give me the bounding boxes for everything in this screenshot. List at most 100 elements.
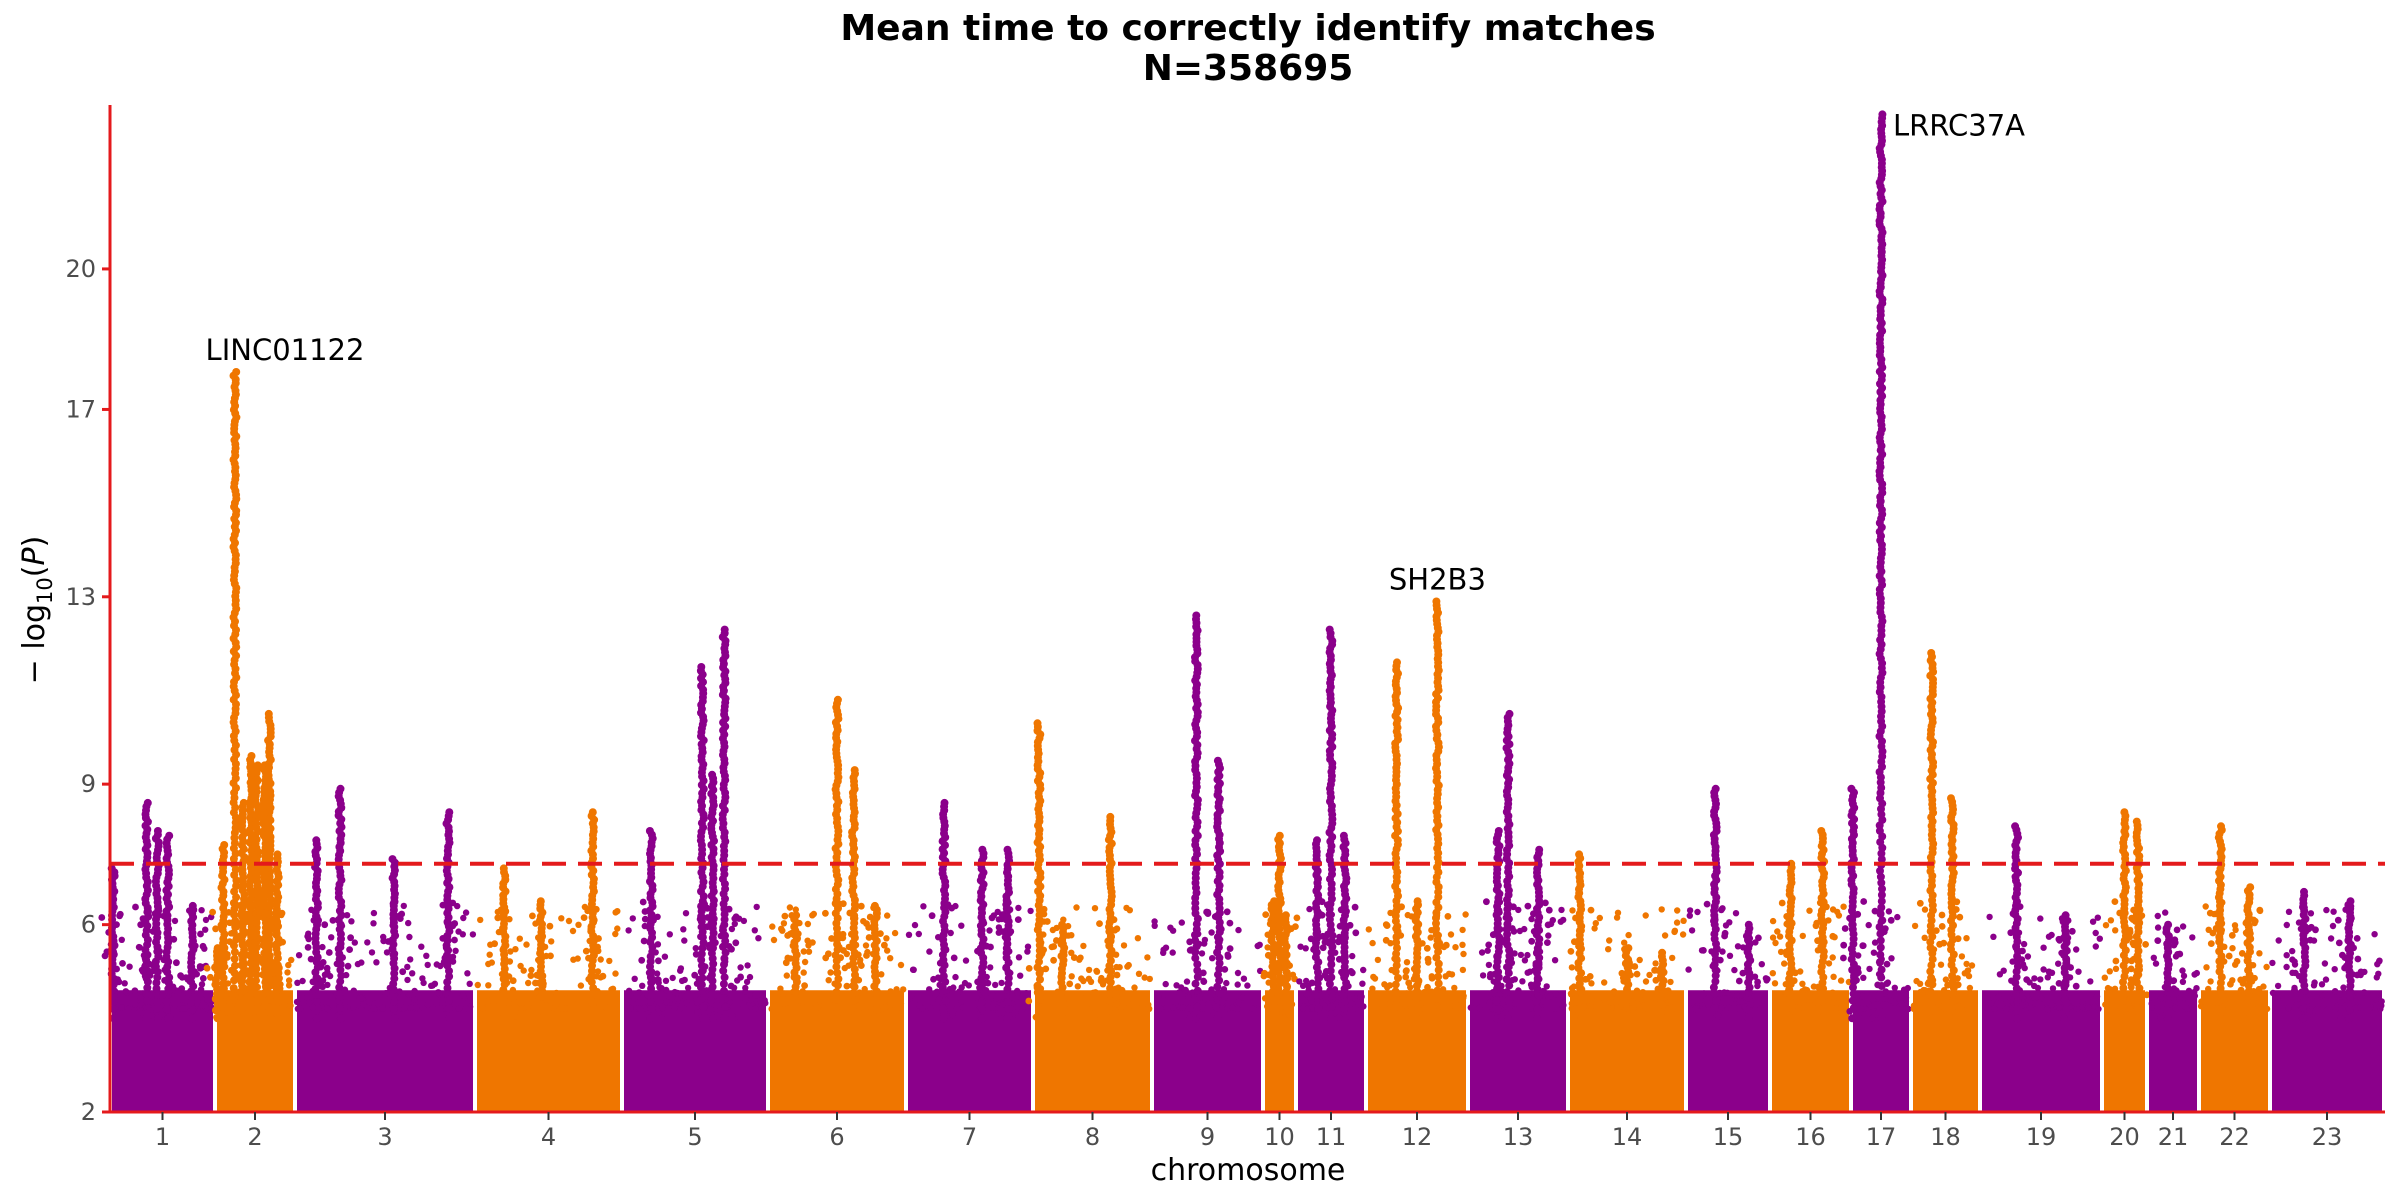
snp-point (420, 979, 427, 987)
peak-point (977, 1014, 986, 1023)
snp-point (1871, 939, 1879, 946)
peak-shoulder-point (1776, 992, 1784, 1000)
peak-shoulder-point (1199, 969, 1207, 977)
peak-shoulder-point (1014, 916, 1022, 923)
snp-point (321, 971, 329, 978)
snp-point (1673, 919, 1681, 926)
peak-shoulder-point (309, 1004, 317, 1011)
snp-point (1829, 954, 1836, 961)
peak-shoulder-point (1545, 906, 1553, 914)
peak-shoulder-point (1855, 969, 1862, 976)
peak-point (832, 988, 841, 997)
snp-point (486, 951, 493, 958)
peak-point (645, 827, 654, 835)
snp-point (1360, 1003, 1367, 1010)
snp-point (1381, 981, 1388, 988)
chromosome-17-points (1840, 110, 1912, 1112)
snp-point (424, 1001, 431, 1008)
peak-shoulder-point (325, 949, 333, 956)
snp-point (887, 988, 894, 995)
snp-point (1369, 939, 1376, 947)
snp-point (1614, 909, 1622, 916)
snp-point (1667, 978, 1674, 986)
snp-point (825, 977, 832, 984)
peak-point (273, 1014, 282, 1023)
peak-shoulder-point (1496, 925, 1504, 933)
snp-point (751, 927, 758, 934)
peak-shoulder-point (1037, 939, 1045, 946)
peak-point (1393, 658, 1401, 667)
peak-point (273, 1004, 281, 1013)
snp-point (1235, 926, 1242, 934)
snp-point (768, 1005, 775, 1013)
peak-shoulder-point (260, 937, 267, 945)
snp-point (1643, 991, 1650, 998)
snp-point (413, 1004, 420, 1012)
peak-shoulder-point (1871, 907, 1879, 915)
snp-point (437, 1005, 444, 1013)
peak-point (1036, 975, 1044, 984)
snp-point (1264, 1003, 1271, 1010)
snp-point (433, 1000, 440, 1007)
snp-point (523, 941, 530, 948)
snp-point (777, 985, 784, 992)
peak-shoulder-point (1784, 1004, 1792, 1012)
peak-shoulder-point (995, 1010, 1002, 1017)
snp-point (783, 972, 790, 979)
peak-point (231, 916, 240, 925)
snp-point (989, 992, 997, 999)
peak-shoulder-point (707, 919, 715, 927)
peak-shoulder-point (336, 994, 344, 1001)
peak-shoulder-point (1226, 945, 1234, 952)
snp-point (1116, 964, 1123, 971)
snp-point (226, 919, 233, 926)
snp-point (1596, 914, 1604, 922)
peak-point (1106, 1014, 1115, 1023)
peak-point (1504, 1003, 1513, 1012)
peak-point (697, 955, 706, 964)
peak-point (1502, 988, 1511, 997)
snp-point (915, 930, 922, 938)
peak-shoulder-point (257, 908, 265, 916)
peak-shoulder-point (303, 994, 311, 1001)
snp-point (1235, 998, 1243, 1006)
snp-point (1837, 977, 1845, 984)
snp-point (627, 1005, 634, 1012)
peak-shoulder-point (241, 901, 249, 909)
peak-shoulder-point (132, 903, 139, 911)
peak-point (1058, 920, 1067, 929)
chromosome-11-points (1296, 625, 1367, 1112)
chromosome-1-points (98, 798, 216, 1112)
snp-point (1524, 969, 1531, 976)
peak-shoulder-point (115, 978, 123, 986)
peak-shoulder-point (1658, 1008, 1666, 1016)
snp-point (1162, 980, 1169, 988)
peak-point (445, 808, 454, 817)
peak-shoulder-point (178, 985, 186, 992)
peak-point (1432, 953, 1441, 962)
snp-point (671, 988, 678, 996)
snp-point (1198, 950, 1206, 957)
peak-point (699, 1003, 708, 1012)
snp-point (677, 1005, 684, 1012)
peak-shoulder-point (1629, 1005, 1637, 1012)
snp-point (364, 939, 371, 946)
peak-shoulder-point (243, 992, 251, 1000)
snp-point (779, 927, 786, 934)
peak-shoulder-point (950, 954, 958, 962)
peak-shoulder-point (1291, 975, 1298, 983)
snp-point (1185, 993, 1192, 1001)
peak-shoulder-point (543, 995, 550, 1003)
peak-point (1193, 966, 1202, 975)
peak-shoulder-point (1498, 1013, 1505, 1021)
snp-point (1921, 906, 1929, 913)
peak-shoulder-point (207, 973, 214, 981)
peak-shoulder-point (380, 937, 388, 945)
snp-point (477, 916, 484, 924)
peak-shoulder-point (1846, 1008, 1854, 1015)
peak-shoulder-point (1352, 929, 1360, 937)
snp-point (1519, 978, 1526, 985)
chromosome-16-points (1769, 827, 1853, 1112)
peak-shoulder-point (694, 1009, 701, 1016)
snp-point (452, 947, 459, 954)
